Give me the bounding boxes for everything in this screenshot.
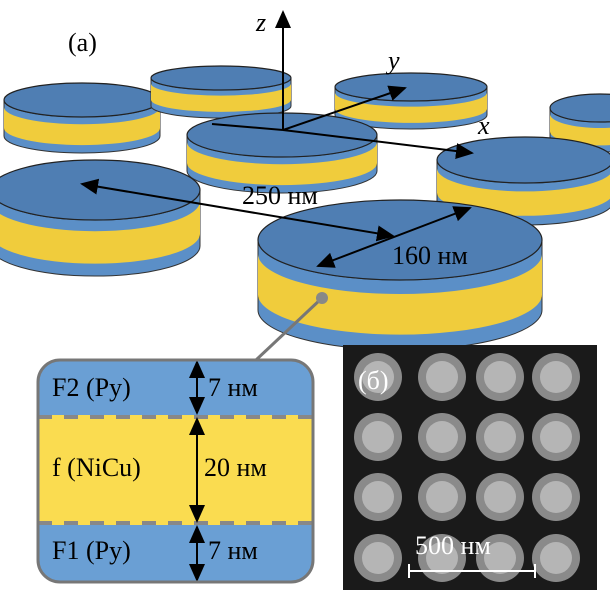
dot-core [484, 361, 516, 393]
axis-label: z [255, 8, 266, 37]
panel-label: (б) [358, 366, 389, 395]
disk [335, 73, 487, 129]
disk [258, 200, 542, 350]
dot-core [362, 542, 394, 574]
dot-core [426, 361, 458, 393]
layer-thickness: 20 нм [204, 453, 267, 482]
dot-core [426, 421, 458, 453]
disk [0, 160, 200, 276]
dot-core [540, 361, 572, 393]
layer-name: F2 (Py) [52, 373, 131, 402]
dot-core [484, 421, 516, 453]
dot-core [540, 421, 572, 453]
dot-core [362, 421, 394, 453]
dot-core [426, 481, 458, 513]
dot-core [540, 542, 572, 574]
disk [4, 83, 160, 153]
layer-thickness: 7 нм [208, 373, 258, 402]
dimension-label: 160 нм [392, 241, 468, 270]
figure: (a) z y x 250 нм 160 нм F2 (Py) 7 нм f (… [0, 0, 610, 590]
dot-core [362, 481, 394, 513]
dot-core [484, 481, 516, 513]
layer-thickness: 7 нм [208, 536, 258, 565]
axis-label: y [385, 46, 400, 75]
disk [151, 66, 291, 118]
panel-label: (a) [68, 28, 97, 57]
scale-bar-label: 500 нм [415, 531, 491, 560]
axis-label: x [477, 111, 490, 140]
connector-dot [316, 292, 328, 304]
layer-name: f (NiCu) [52, 453, 141, 482]
dot-core [540, 481, 572, 513]
dimension-label: 250 нм [242, 181, 318, 210]
layer-name: F1 (Py) [52, 536, 131, 565]
